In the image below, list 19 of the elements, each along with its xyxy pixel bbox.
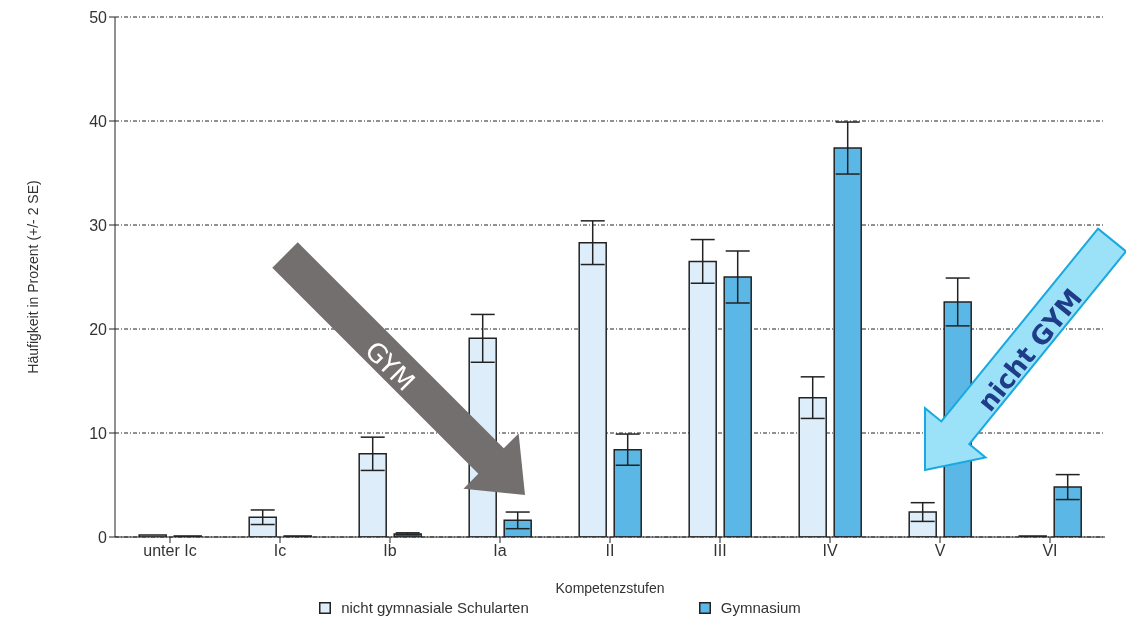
- y-tick-label: 40: [89, 112, 108, 130]
- x-tick-label: VI: [1042, 542, 1058, 560]
- x-tick-label: Ia: [493, 542, 507, 560]
- x-tick-label: Ib: [383, 542, 397, 560]
- y-tick-label: 30: [89, 216, 108, 234]
- x-tick-label: unter Ic: [143, 542, 197, 560]
- x-axis-title: Kompetenzstufen: [555, 580, 665, 596]
- x-tick-label: Ic: [273, 542, 287, 560]
- x-tick-label: V: [934, 542, 946, 560]
- y-tick-label: 0: [98, 528, 108, 546]
- y-axis-title: Häufigkeit in Prozent (+/- 2 SE): [24, 180, 41, 374]
- legend-label: Gymnasium: [720, 599, 801, 616]
- x-tick-label: IV: [822, 542, 838, 560]
- x-tick-label: III: [713, 542, 727, 560]
- y-tick-label: 20: [89, 320, 108, 338]
- legend-label: nicht gymnasiale Schularten: [341, 599, 529, 616]
- y-tick-label: 50: [89, 8, 108, 26]
- x-tick-label: II: [605, 542, 615, 560]
- y-tick-label: 10: [89, 424, 108, 442]
